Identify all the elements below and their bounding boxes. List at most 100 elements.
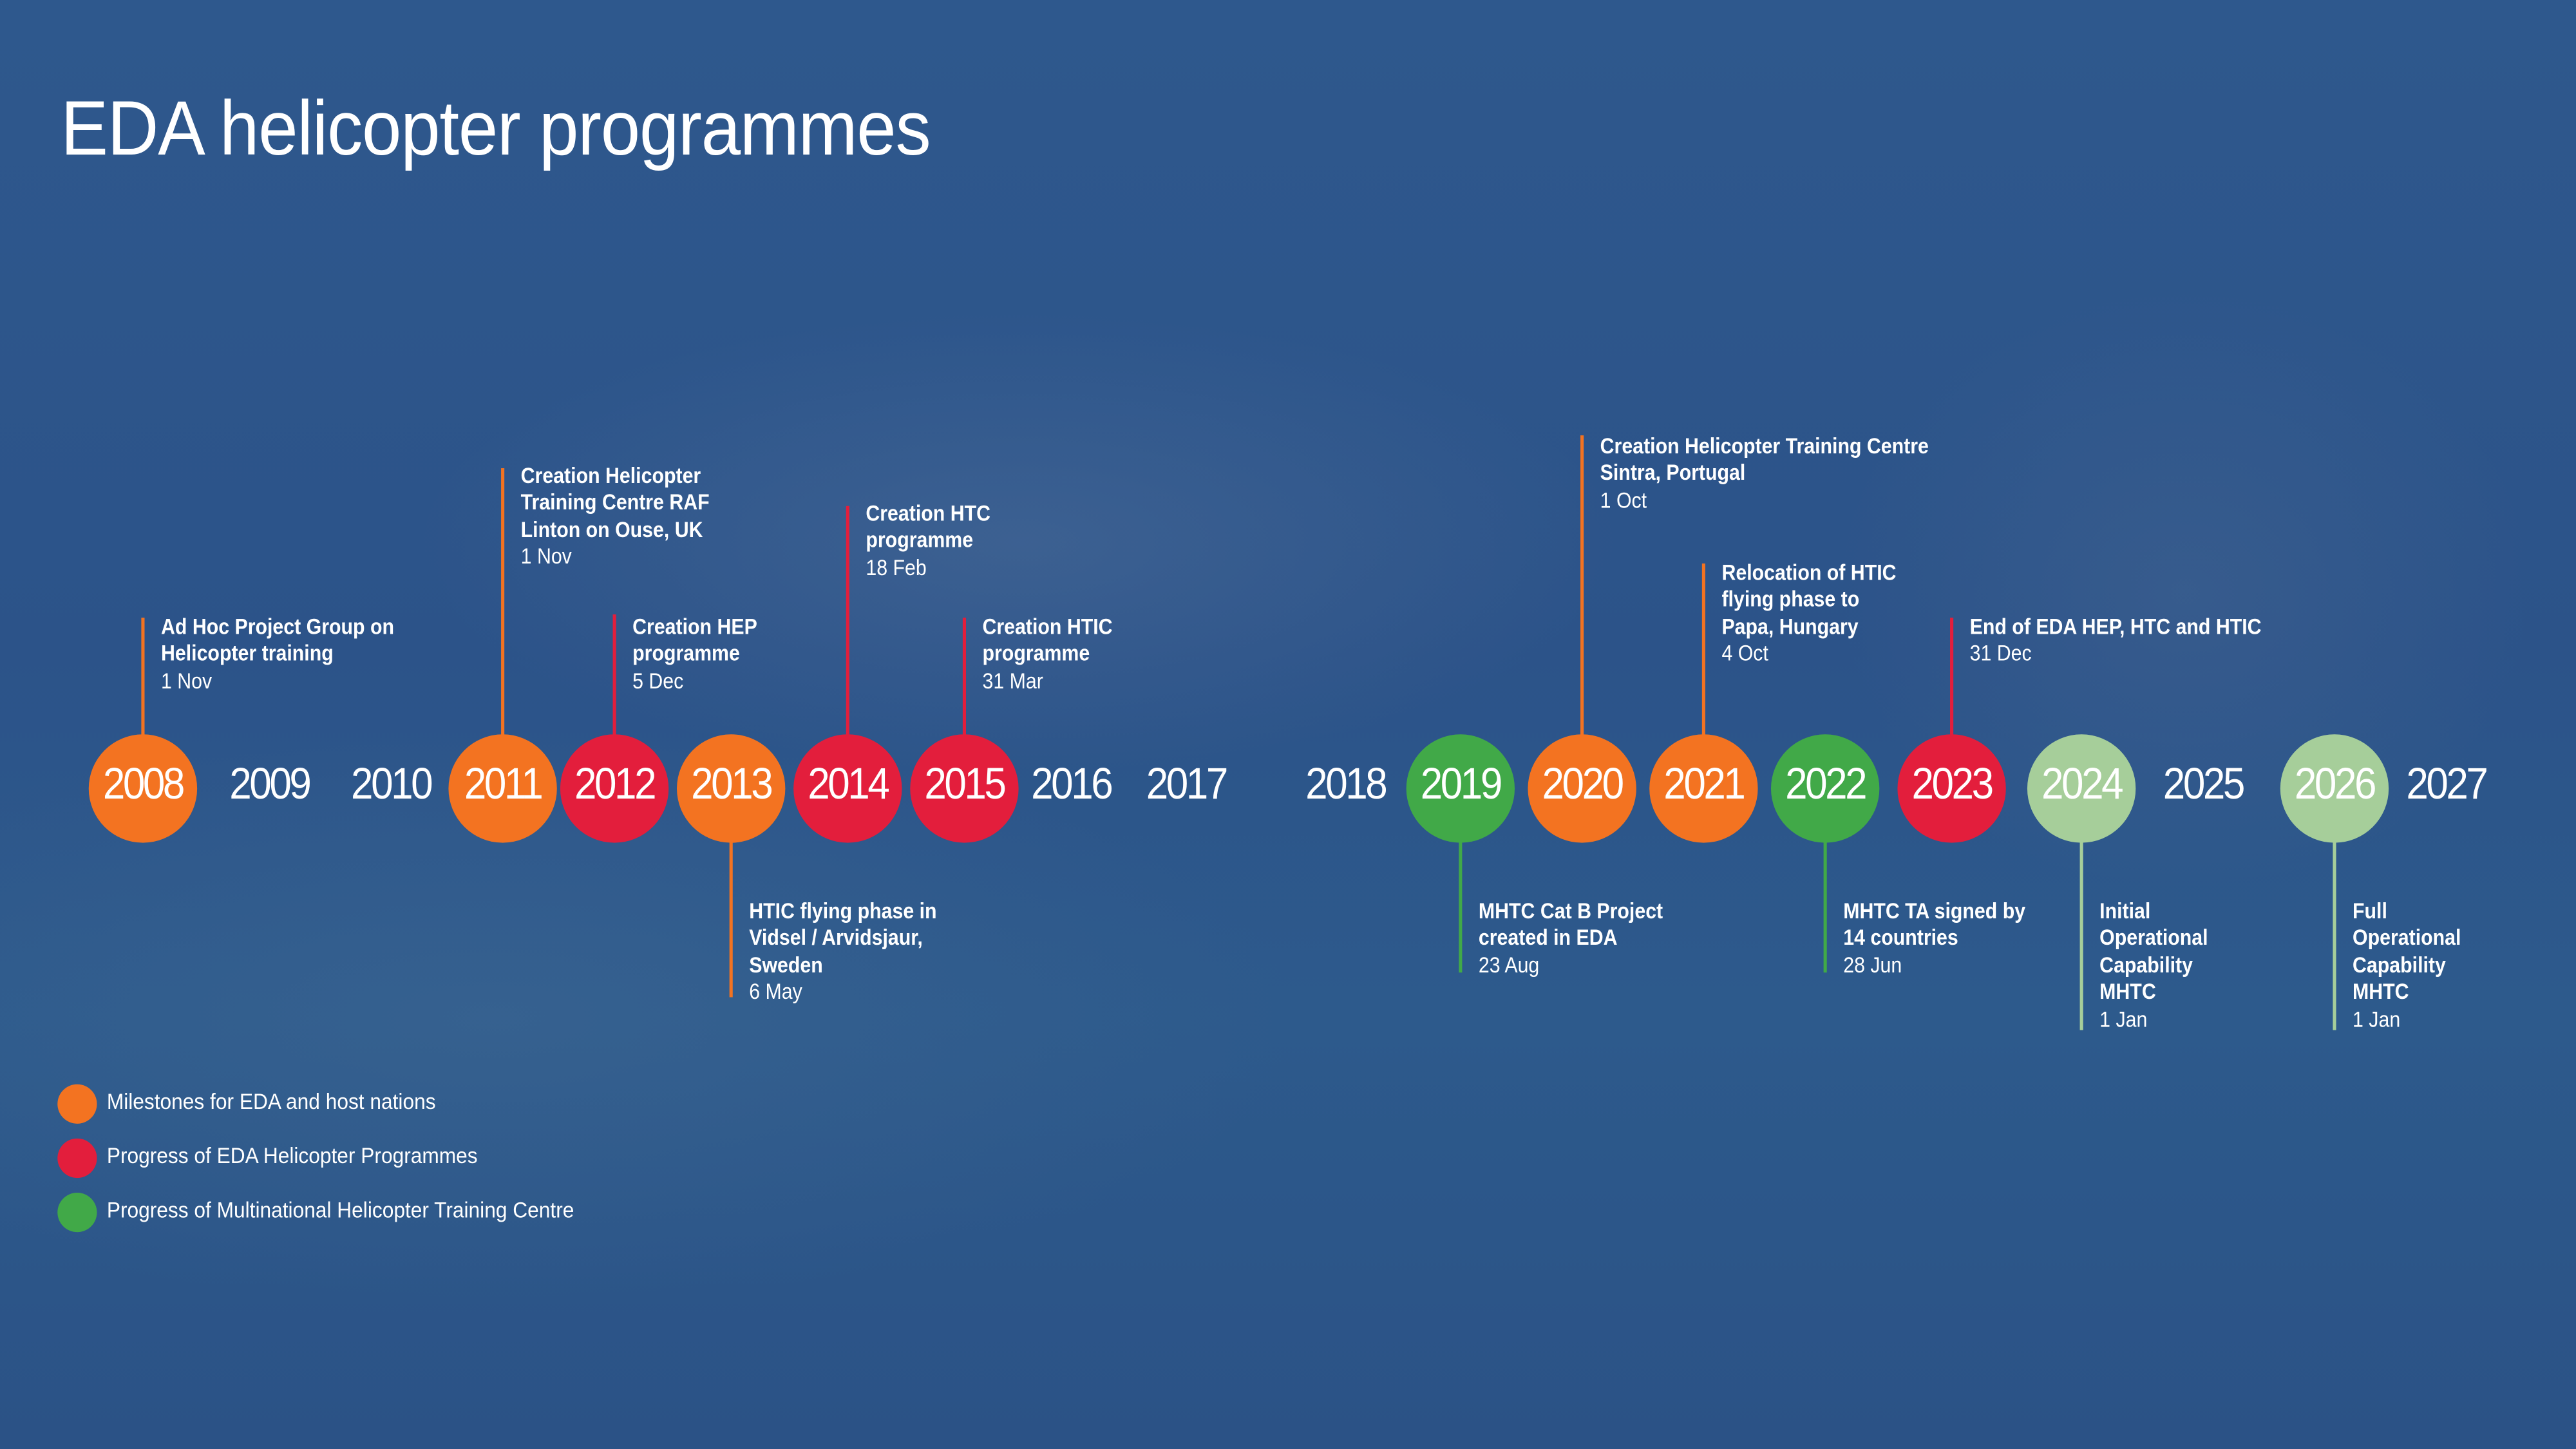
event-connector-line bbox=[1823, 838, 1827, 973]
event-label: End of EDA HEP, HTC and HTIC 31 Dec bbox=[1970, 614, 2262, 668]
event-date: 6 May bbox=[749, 979, 802, 1005]
year-marker-circle bbox=[1770, 734, 1880, 843]
event-title-line: MHTC bbox=[2099, 979, 2156, 1005]
event-date: 5 Dec bbox=[632, 668, 684, 694]
year-marker-circle bbox=[1406, 734, 1515, 843]
event-title-line: Sweden bbox=[749, 952, 823, 978]
year-label: 2008 bbox=[102, 759, 185, 809]
year-label: 2010 bbox=[351, 759, 433, 809]
year-label: 2027 bbox=[2406, 759, 2488, 809]
legend-label: Progress of Multinational Helicopter Tra… bbox=[106, 1197, 574, 1222]
event-date: 1 Jan bbox=[2099, 1006, 2148, 1032]
page-title: EDA helicopter programmes bbox=[61, 84, 931, 171]
event-title-line: Papa, Hungary bbox=[1721, 614, 1859, 639]
event-label: Creation Helicopter Training Centre RAF Li… bbox=[521, 463, 710, 571]
year-marker-circle bbox=[2027, 734, 2136, 843]
year-marker-circle bbox=[1528, 734, 1636, 843]
legend-label: Milestones for EDA and host nations bbox=[106, 1089, 436, 1114]
event-title-line: Operational bbox=[2099, 925, 2208, 951]
event-date: 1 Jan bbox=[2353, 1006, 2401, 1032]
event-connector-line bbox=[141, 618, 145, 739]
event-date: 28 Jun bbox=[1843, 952, 1902, 978]
event-title-line: programme bbox=[982, 641, 1090, 667]
event-title-line: Training Centre RAF bbox=[520, 490, 710, 515]
year-label: 2019 bbox=[1420, 759, 1503, 809]
event-title-line: Ad Hoc Project Group on bbox=[160, 614, 395, 639]
year-label: 2018 bbox=[1305, 759, 1388, 809]
year-label: 2009 bbox=[229, 759, 312, 809]
year-label: 2020 bbox=[1542, 759, 1625, 809]
year-label: 2013 bbox=[691, 759, 773, 809]
year-marker-circle bbox=[677, 734, 786, 843]
event-title-line: HTIC flying phase in bbox=[749, 898, 937, 923]
event-date: 31 Mar bbox=[982, 668, 1043, 694]
year-label: 2024 bbox=[2041, 759, 2124, 809]
event-connector-line bbox=[2333, 838, 2336, 1030]
event-title-line: Helicopter training bbox=[160, 641, 334, 667]
event-title-line: Creation Helicopter Training Centre bbox=[1600, 433, 1929, 459]
year-label: 2025 bbox=[2163, 759, 2246, 809]
event-label: MHTC Cat B Project created in EDA 23 Aug bbox=[1479, 898, 1663, 980]
legend-color-dot bbox=[57, 1084, 97, 1124]
event-title-line: flying phase to bbox=[1721, 587, 1860, 612]
year-marker-circle bbox=[1897, 734, 2006, 843]
event-date: 1 Oct bbox=[1600, 488, 1647, 513]
event-connector-line bbox=[501, 468, 505, 739]
legend-label: Progress of EDA Helicopter Programmes bbox=[106, 1143, 478, 1168]
event-date: 23 Aug bbox=[1478, 952, 1540, 978]
event-title-line: programme bbox=[632, 641, 740, 667]
event-label: MHTC TA signed by 14 countries 28 Jun bbox=[1843, 898, 2025, 980]
event-label: Creation Helicopter Training Centre Sintr… bbox=[1600, 433, 1929, 515]
event-title-line: Initial bbox=[2099, 898, 2151, 923]
event-date: 18 Feb bbox=[866, 554, 927, 580]
event-title-line: Relocation of HTIC bbox=[1721, 560, 1897, 585]
event-connector-line bbox=[962, 618, 966, 739]
event-connector-line bbox=[1701, 563, 1705, 739]
event-title-line: End of EDA HEP, HTC and HTIC bbox=[1969, 614, 2262, 639]
year-marker-circle bbox=[88, 734, 198, 843]
year-label: 2022 bbox=[1785, 759, 1868, 809]
event-title-line: programme bbox=[866, 527, 974, 553]
year-label: 2021 bbox=[1663, 759, 1746, 809]
event-label: Relocation of HTIC flying phase to Papa, H… bbox=[1721, 560, 1896, 668]
year-label: 2012 bbox=[574, 759, 657, 809]
year-label: 2014 bbox=[808, 759, 890, 809]
event-label: Initial Operational Capability MHTC 1 Jan bbox=[2099, 898, 2208, 1033]
event-connector-line bbox=[846, 506, 849, 739]
event-label: Creation HEP programme 5 Dec bbox=[632, 614, 757, 696]
event-title-line: created in EDA bbox=[1478, 925, 1618, 951]
year-label: 2026 bbox=[2294, 759, 2377, 809]
event-title-line: Creation Helicopter bbox=[520, 463, 701, 488]
legend-color-dot bbox=[57, 1138, 97, 1179]
event-connector-line bbox=[1950, 618, 1954, 739]
year-marker-circle bbox=[910, 734, 1019, 843]
event-title-line: Creation HTC bbox=[866, 501, 991, 526]
year-label: 2015 bbox=[924, 759, 1007, 809]
event-title-line: Full bbox=[2353, 898, 2387, 923]
event-label: Ad Hoc Project Group on Helicopter traini… bbox=[161, 614, 394, 696]
event-title-line: Vidsel / Arvidsjaur, bbox=[749, 925, 923, 951]
year-label: 2023 bbox=[1911, 759, 1994, 809]
event-connector-line bbox=[612, 614, 616, 739]
event-title-line: Sintra, Portugal bbox=[1600, 460, 1746, 486]
year-marker-circle bbox=[448, 734, 557, 843]
year-label: 2011 bbox=[464, 759, 544, 809]
event-title-line: MHTC TA signed by bbox=[1843, 898, 2026, 923]
event-label: Full Operational Capability MHTC 1 Jan bbox=[2353, 898, 2461, 1033]
event-label: Creation HTIC programme 31 Mar bbox=[982, 614, 1112, 696]
event-title-line: 14 countries bbox=[1843, 925, 1958, 951]
event-date: 1 Nov bbox=[520, 544, 572, 569]
event-label: Creation HTC programme 18 Feb bbox=[866, 501, 990, 582]
year-marker-circle bbox=[560, 734, 669, 843]
event-label: HTIC flying phase in Vidsel / Arvidsjaur,… bbox=[749, 898, 936, 1006]
event-date: 1 Nov bbox=[160, 668, 213, 694]
legend-color-dot bbox=[57, 1193, 97, 1233]
event-connector-line bbox=[2079, 838, 2083, 1030]
year-label: 2017 bbox=[1146, 759, 1229, 809]
event-title-line: MHTC bbox=[2353, 979, 2409, 1005]
event-title-line: Capability bbox=[2099, 952, 2193, 978]
event-title-line: Linton on Ouse, UK bbox=[520, 517, 703, 542]
event-title-line: Creation HEP bbox=[632, 614, 757, 639]
year-marker-circle bbox=[793, 734, 902, 843]
